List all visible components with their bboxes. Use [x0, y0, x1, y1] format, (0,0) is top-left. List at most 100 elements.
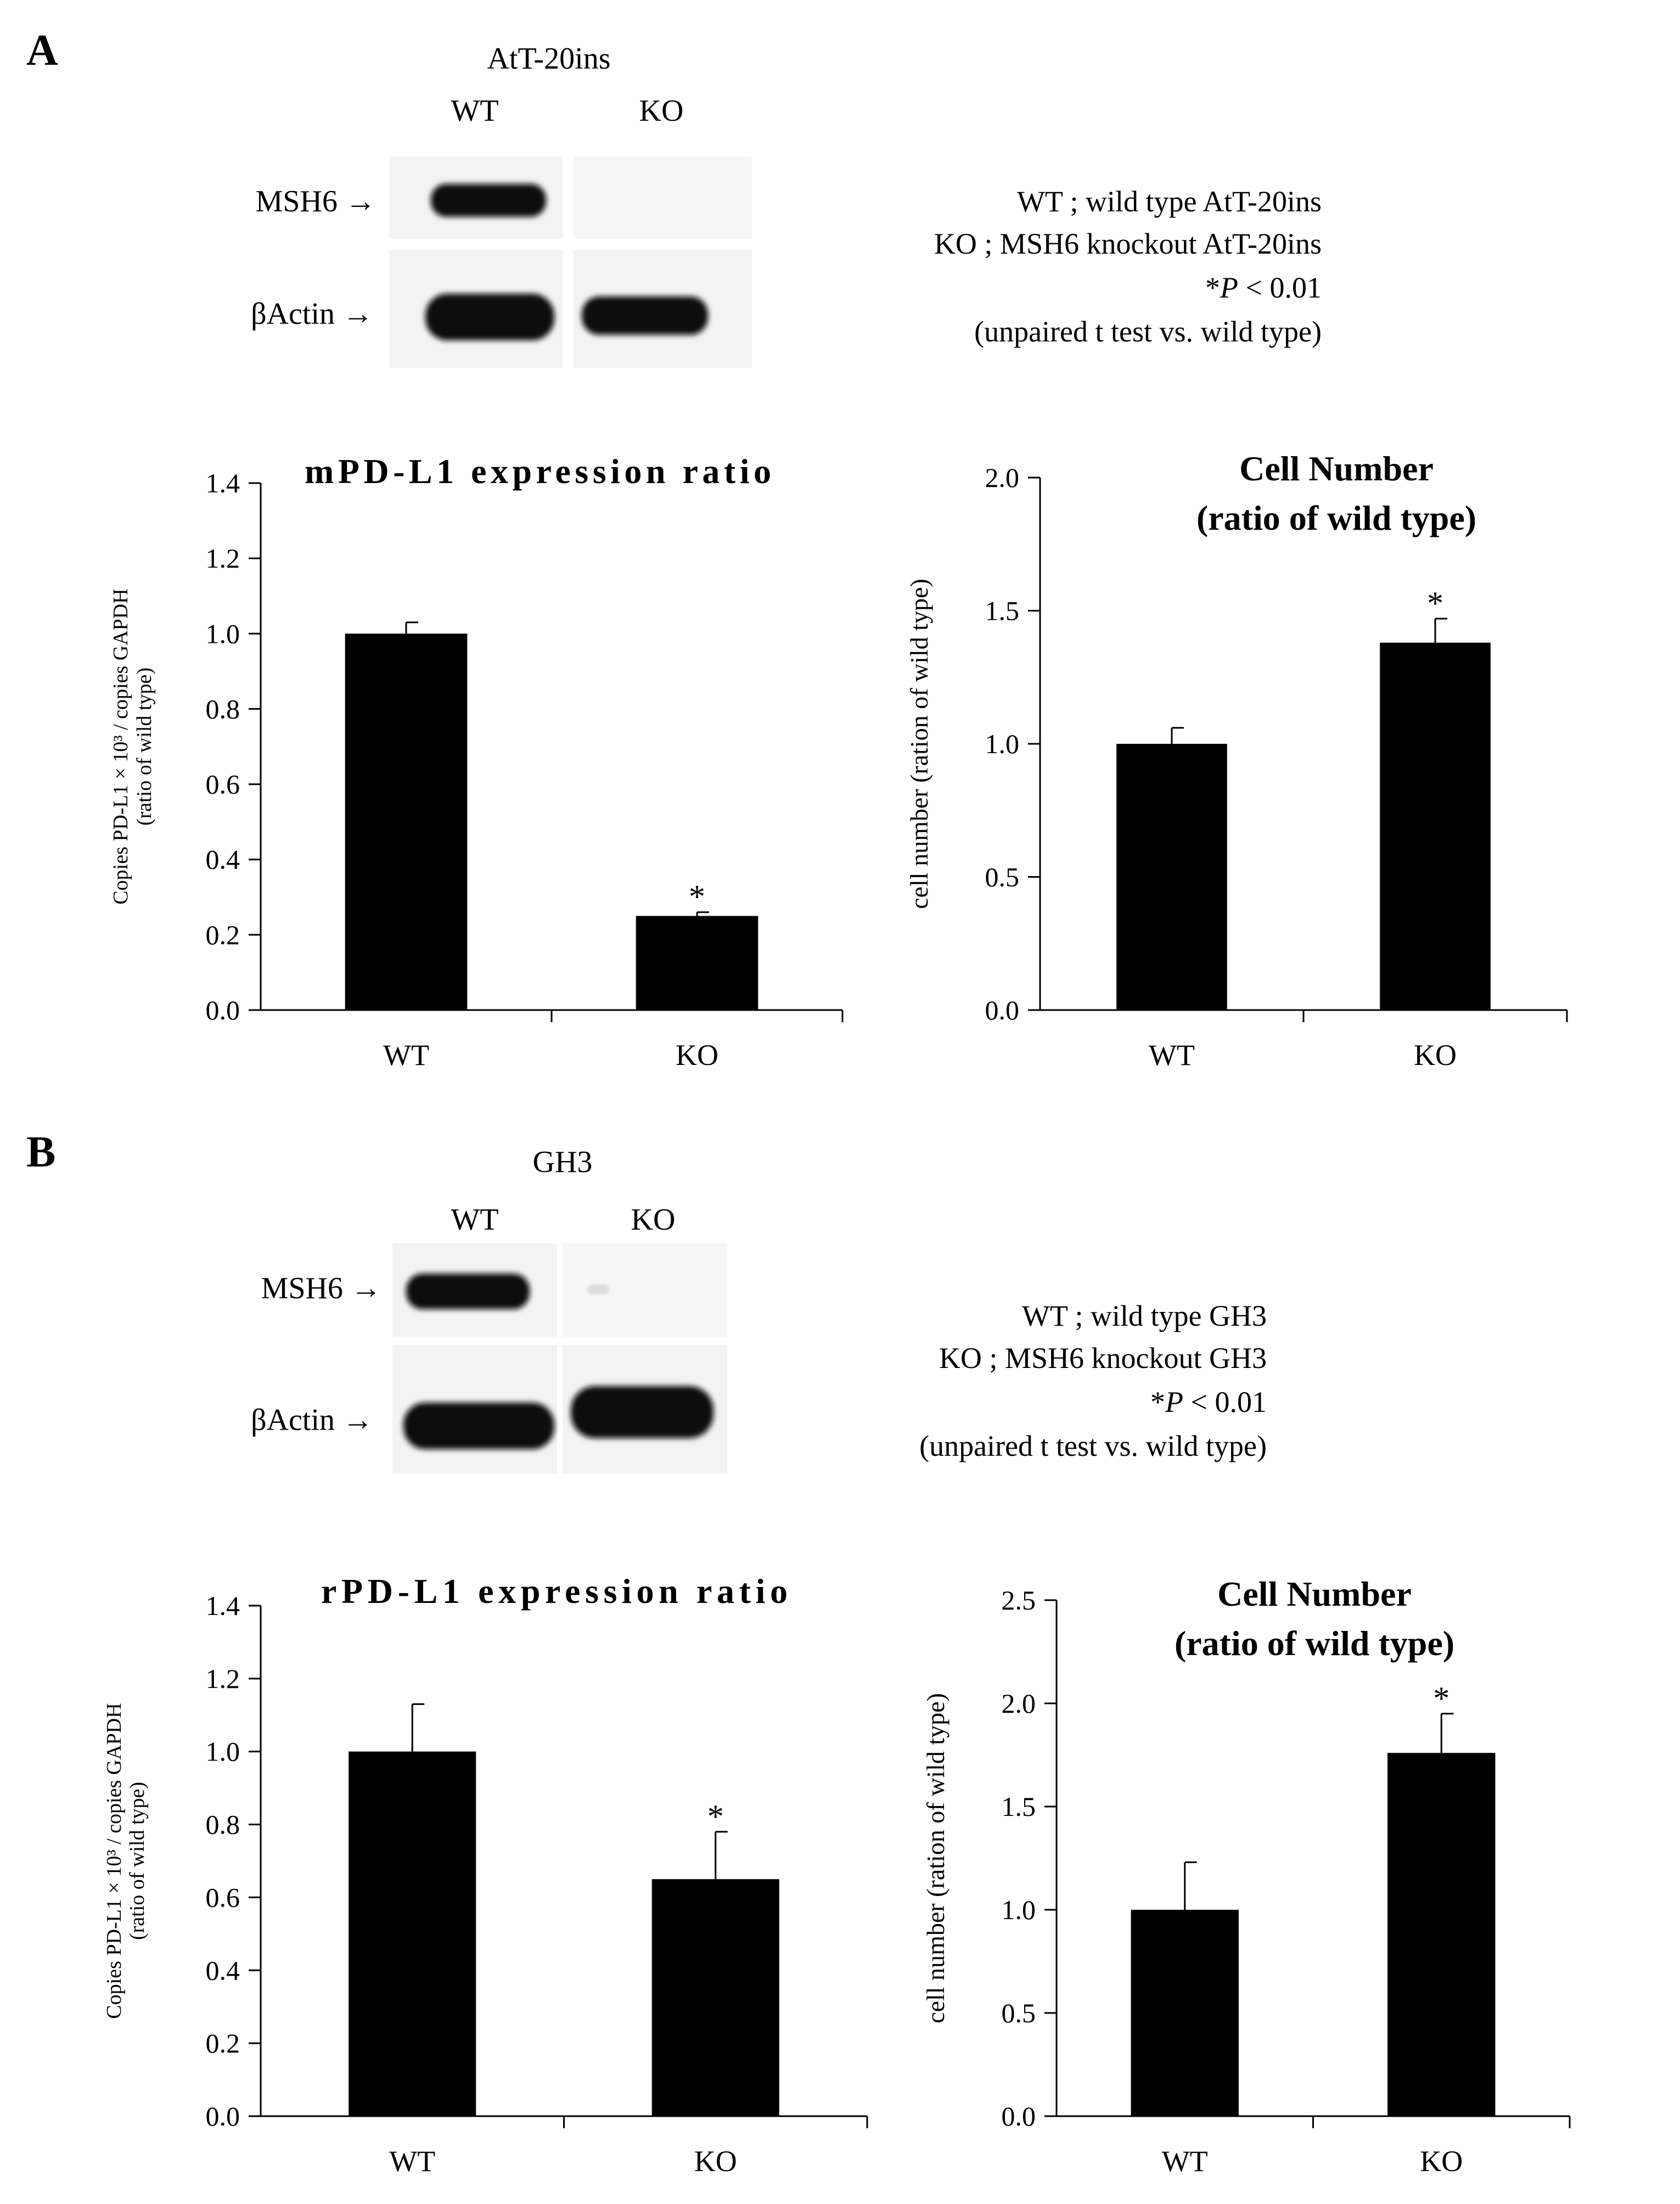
chart-a-expression-y-tick-label-2: 0.4 — [206, 844, 240, 875]
blot-b-band-actin-ko — [571, 1386, 713, 1438]
chart-b-cell-number-x-label-wt: WT — [1162, 2145, 1208, 2178]
chart-a-cell-number-y-tick-label-1: 0.5 — [985, 862, 1020, 893]
blot-b-image — [392, 1243, 727, 1474]
chart-b-expression-error-bar-ko — [715, 1831, 728, 1880]
chart-a-expression-x-label-ko: KO — [676, 1039, 718, 1072]
legend-a-threshold: < 0.01 — [1238, 271, 1322, 304]
chart-b-cell-number-y-tick-label-2: 1.0 — [1002, 1894, 1036, 1925]
chart-rpdl1-expression: rPD-L1 expression ratio Copies PD-L1 × 10… — [103, 1572, 868, 2178]
legend-a-line-2: KO ; MSH6 knockout AtT-20ins — [934, 227, 1322, 260]
blot-a-band-actin-wt — [425, 294, 554, 340]
chart-b-cell-number-y-tick-label-1: 0.5 — [1002, 1998, 1036, 2028]
chart-a-cell-number-title-line-1: Cell Number — [1239, 449, 1434, 488]
chart-b-expression-error-bar-wt — [411, 1703, 425, 1752]
blot-a-protein-msh6: MSH6 → — [256, 184, 376, 218]
legend-b: WT ; wild type GH3 KO ; MSH6 knockout GH… — [919, 1299, 1267, 1462]
chart-a-expression-x-label-wt: WT — [383, 1039, 429, 1072]
chart-a-cell-number-title-line-2: (ratio of wild type) — [1196, 498, 1476, 537]
chart-a-cell-number-x-label-wt: WT — [1149, 1039, 1195, 1072]
chart-b-cell-number-bar-ko — [1387, 1753, 1496, 2116]
legend-a-p: P — [1220, 271, 1238, 304]
chart-a-expression-y-axis-title-2: (ratio of wild type) — [133, 668, 156, 826]
chart-b-expression-y-tick-label-6: 1.2 — [206, 1663, 240, 1694]
legend-b-threshold: < 0.01 — [1183, 1386, 1267, 1418]
chart-a-cell-number-y-tick-label-3: 1.5 — [985, 596, 1020, 626]
chart-b-cell-number-significance-ko: * — [1433, 1680, 1449, 1717]
chart-a-expression-y-tick-label-6: 1.2 — [206, 543, 240, 574]
chart-b-expression-y-tick-label-7: 1.4 — [206, 1590, 240, 1621]
chart-a-expression-bar-ko — [636, 916, 758, 1010]
chart-b-expression-y-axis-title-2: (ratio of wild type) — [126, 1782, 149, 1940]
legend-b-line-1: WT ; wild type GH3 — [1022, 1299, 1267, 1332]
chart-b-cell-number-x-label-ko: KO — [1420, 2145, 1463, 2178]
chart-a-cell-number-y-axis-title-1: cell number (ration of wild type) — [905, 579, 933, 909]
chart-b-cell-number-title-line-2: (ratio of wild type) — [1175, 1624, 1454, 1663]
chart-a-cell-number-y-tick-label-2: 1.0 — [985, 728, 1020, 759]
chart-b-cell-number-title-line-1: Cell Number — [1217, 1574, 1412, 1613]
chart-b-cell-number-y-tick-label-4: 2.0 — [1002, 1688, 1036, 1719]
chart-b-expression-bar-wt — [349, 1751, 476, 2116]
chart-b-cell-number-error-bar-ko — [1440, 1713, 1454, 1753]
chart-b-expression-y-tick-label-1: 0.2 — [206, 2028, 240, 2059]
chart-a-expression-significance-ko: * — [689, 879, 705, 915]
chart-a-cell-number-x-label-ko: KO — [1414, 1039, 1457, 1072]
blot-b-band-actin-wt — [403, 1403, 554, 1449]
blot-b-lane-wt: WT — [451, 1203, 498, 1237]
legend-a-line-1: WT ; wild type AtT-20ins — [1017, 185, 1322, 218]
blot-a-lane-wt: WT — [451, 94, 498, 128]
chart-a-cell-number-bar-ko — [1380, 642, 1491, 1010]
blot-a-band-actin-ko — [582, 296, 708, 335]
blot-b-protein-actin: βActin → — [251, 1403, 373, 1437]
chart-b-expression-y-tick-label-4: 0.8 — [206, 1809, 240, 1840]
blot-a-cell-line: AtT-20ins — [487, 42, 610, 76]
chart-b-expression-x-label-ko: KO — [694, 2145, 737, 2178]
chart-b-expression-y-tick-label-2: 0.4 — [206, 1955, 240, 1986]
chart-a-cell-number-bar-wt — [1116, 744, 1227, 1010]
chart-a-expression-y-tick-label-0: 0.0 — [206, 995, 240, 1025]
chart-mpdl1-expression: mPD-L1 expression ratio Copies PD-L1 × 10… — [109, 452, 844, 1072]
chart-a-expression-y-tick-label-5: 1.0 — [206, 618, 240, 649]
chart-b-cell-number-y-tick-label-3: 1.5 — [1002, 1791, 1036, 1822]
legend-a-star: * — [1205, 271, 1220, 304]
chart-b-cell-number-y-tick-label-0: 0.0 — [1002, 2101, 1036, 2132]
chart-b-expression-y-axis-title-1: Copies PD-L1 × 10³ / copies GAPDH — [103, 1703, 126, 2018]
legend-b-line-4: (unpaired t test vs. wild type) — [919, 1429, 1267, 1462]
legend-b-significance: *P < 0.01 — [1150, 1386, 1267, 1418]
blot-b-band-msh6-wt — [406, 1274, 530, 1309]
chart-b-expression-bar-ko — [651, 1879, 779, 2116]
legend-a-significance: *P < 0.01 — [1205, 271, 1322, 304]
blot-a-lane-ko: KO — [639, 94, 684, 128]
chart-b-expression-y-tick-label-3: 0.6 — [206, 1882, 240, 1913]
legend-a: WT ; wild type AtT-20ins KO ; MSH6 knock… — [934, 185, 1322, 348]
blot-b-protein-msh6: MSH6 → — [261, 1271, 381, 1305]
chart-a-cell-number-significance-ko: * — [1427, 585, 1443, 621]
chart-b-expression-y-tick-label-5: 1.0 — [206, 1736, 240, 1767]
chart-cell-number-a: Cell Number (ratio of wild type) cell numb… — [905, 449, 1568, 1072]
chart-b-cell-number-y-tick-label-5: 2.5 — [1002, 1585, 1036, 1616]
chart-a-expression-y-tick-label-1: 0.2 — [206, 919, 240, 950]
legend-b-star: * — [1150, 1386, 1165, 1418]
blot-b-cell-line: GH3 — [533, 1145, 593, 1179]
blot-b-lane-ko: KO — [631, 1203, 676, 1237]
chart-a-expression-y-tick-label-4: 0.8 — [206, 693, 240, 724]
chart-a-cell-number-error-bar-ko — [1434, 618, 1447, 643]
chart-a-expression-title-line-1: mPD-L1 expression ratio — [305, 452, 771, 491]
chart-b-expression-y-tick-label-0: 0.0 — [206, 2101, 240, 2132]
chart-a-expression-y-axis-title-1: Copies PD-L1 × 10³ / copies GAPDH — [109, 588, 132, 904]
chart-a-expression-bar-wt — [345, 633, 468, 1010]
blot-b-frame-msh6-ko — [563, 1243, 727, 1337]
blot-a-protein-actin: βActin → — [251, 297, 373, 331]
legend-b-p: P — [1165, 1386, 1183, 1418]
chart-cell-number-b: Cell Number (ratio of wild type) cell numb… — [922, 1574, 1571, 2178]
legend-a-line-4: (unpaired t test vs. wild type) — [974, 315, 1322, 348]
panel-letter-b: B — [26, 1128, 55, 1176]
chart-a-expression-y-tick-label-3: 0.6 — [206, 769, 240, 800]
chart-b-cell-number-error-bar-wt — [1184, 1861, 1197, 1910]
chart-b-expression-significance-ko: * — [707, 1798, 724, 1835]
blot-a-frame-msh6-ko — [574, 156, 752, 239]
chart-b-expression-x-label-wt: WT — [389, 2145, 435, 2178]
chart-a-cell-number-y-tick-label-4: 2.0 — [985, 462, 1020, 493]
chart-a-expression-y-tick-label-7: 1.4 — [206, 468, 240, 498]
